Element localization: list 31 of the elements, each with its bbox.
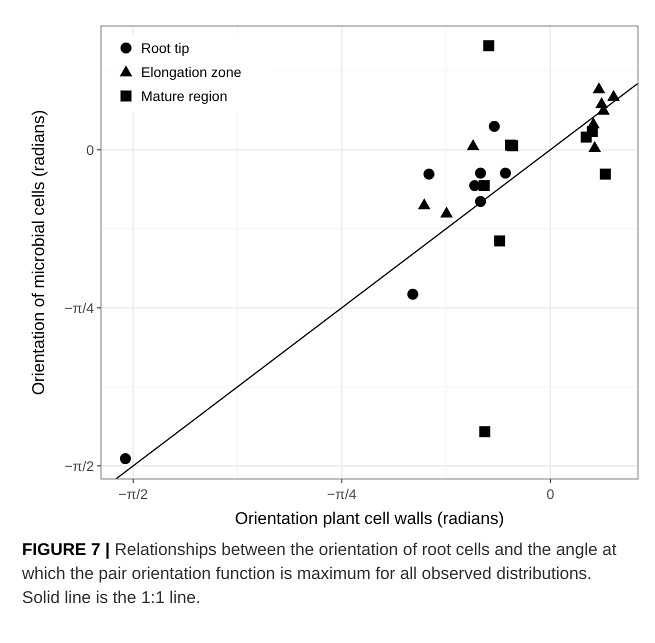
point [475, 168, 486, 179]
point [120, 453, 131, 464]
point [607, 90, 620, 101]
y-tick-label: −π/4 [64, 300, 94, 316]
point [588, 140, 602, 152]
point [483, 40, 494, 52]
x-tick-label: −π/4 [327, 486, 357, 502]
point [407, 288, 418, 300]
point [478, 180, 490, 192]
point [440, 206, 453, 218]
point [494, 235, 506, 246]
x-axis-title: Orientation plant cell walls (radians) [234, 509, 504, 528]
legend-label: Elongation zone [141, 64, 242, 80]
y-tick-label: −π/2 [64, 458, 94, 474]
point [469, 180, 480, 192]
y-tick-label: 0 [86, 142, 94, 158]
x-tick-label: −π/2 [118, 486, 148, 502]
caption: FIGURE 7 | Relationships between the orientation of root cells and the angle at which the pair orientation function is maximum for all observed distributions. Solid line is the 1:1 line. [21, 540, 617, 607]
point [586, 126, 598, 137]
point [423, 168, 434, 180]
point [500, 168, 511, 179]
point [592, 82, 606, 94]
point [479, 426, 490, 438]
x-tick-label: 0 [546, 486, 554, 502]
legend-label: Root tip [141, 40, 190, 56]
point [418, 198, 431, 210]
legend-label: Mature region [141, 88, 228, 104]
point [466, 139, 480, 150]
point [488, 120, 500, 132]
y-axis-title: Orientation of microbial cells (radians) [29, 110, 48, 396]
point [600, 168, 611, 180]
